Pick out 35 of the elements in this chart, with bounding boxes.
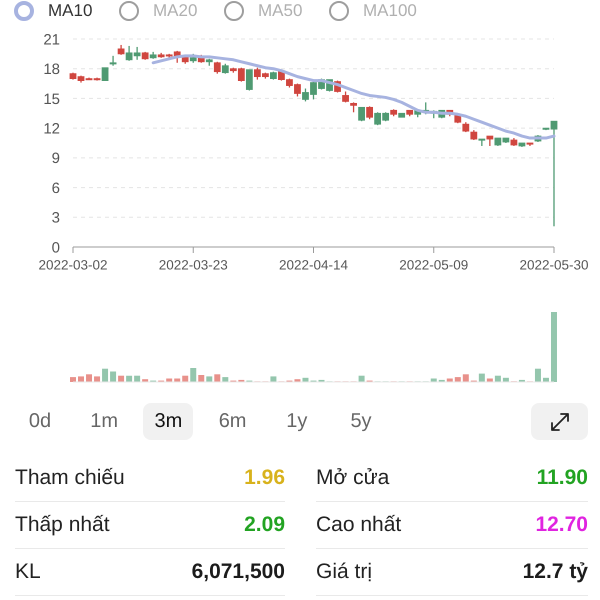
- x-tick-label: 2022-05-09: [399, 258, 468, 273]
- category-label: Cao nhất: [316, 513, 402, 537]
- text: 12.7 tỷ: [522, 560, 588, 583]
- text: 1y: [286, 410, 308, 433]
- y-tick-label: 6: [52, 180, 60, 197]
- y-tick-label: 21: [43, 31, 60, 48]
- y-tick-label: 3: [52, 210, 60, 227]
- category-label: Mở cửa: [316, 466, 390, 490]
- legend-label: MA10: [48, 1, 92, 21]
- text: 5y: [350, 410, 372, 433]
- y-tick-label: 9: [52, 150, 60, 168]
- category-label: Tham chiếu: [15, 466, 125, 490]
- legend-label: MA100: [363, 1, 417, 21]
- text: 6,071,500: [192, 560, 285, 583]
- text: 1.96: [244, 466, 285, 489]
- text: 1m: [90, 410, 118, 433]
- y-tick-label: 0: [52, 239, 60, 256]
- text: 6m: [218, 410, 246, 433]
- category-label: Giá trị: [316, 560, 372, 584]
- y-tick-label: 15: [43, 90, 60, 108]
- x-tick-label: 2022-03-02: [38, 258, 108, 273]
- legend-label: MA50: [258, 1, 302, 21]
- text: 0d: [28, 410, 52, 433]
- x-tick-label: 2022-05-30: [519, 258, 589, 273]
- text: 12.70: [535, 513, 588, 536]
- category-label: KL: [15, 560, 41, 584]
- y-tick-label: 18: [43, 61, 60, 78]
- text: 3m: [154, 410, 182, 433]
- category-label: Thấp nhất: [15, 513, 110, 537]
- text: 2.09: [244, 513, 285, 536]
- legend-label: MA20: [153, 1, 198, 21]
- x-tick-label: 2022-04-14: [278, 258, 349, 273]
- y-tick-label: 12: [43, 120, 60, 138]
- text: 11.90: [536, 466, 588, 489]
- x-tick-label: 2022-03-23: [158, 258, 228, 273]
